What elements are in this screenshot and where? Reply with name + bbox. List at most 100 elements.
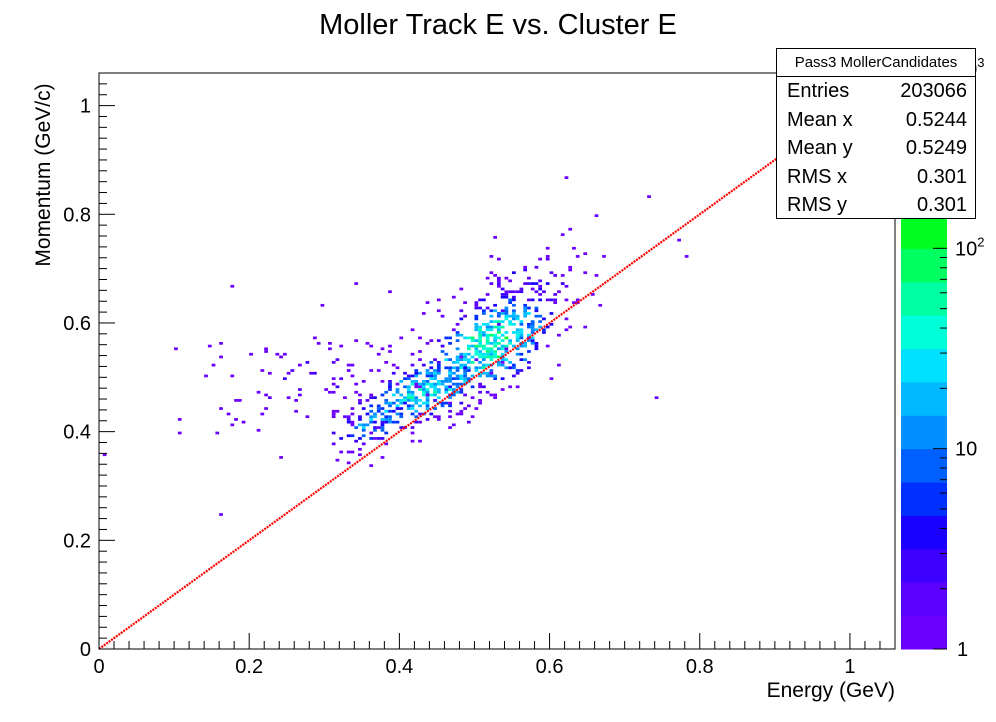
- heatmap-bin: [519, 369, 524, 372]
- heatmap-bin: [313, 336, 317, 340]
- heatmap-bin: [395, 366, 400, 370]
- heatmap-bin: [523, 303, 528, 307]
- y-axis-label: Momentum (GeV/c): [32, 83, 55, 266]
- heatmap-bin: [177, 418, 182, 421]
- heatmap-bin: [279, 456, 283, 459]
- heatmap-bin: [234, 399, 238, 402]
- heatmap-bin: [572, 301, 576, 304]
- heatmap-bin: [474, 301, 479, 304]
- heatmap-bin: [384, 401, 389, 405]
- heatmap-bin: [527, 350, 531, 353]
- heatmap-bin: [530, 282, 535, 285]
- heatmap-bin: [508, 366, 513, 370]
- heatmap-bin: [474, 322, 479, 326]
- heatmap-bin: [489, 271, 494, 275]
- heatmap-bin: [515, 317, 520, 321]
- x-tick-label: 0: [93, 656, 104, 678]
- heatmap-bin: [177, 431, 182, 435]
- heatmap-bin: [489, 347, 494, 351]
- heatmap-bin: [504, 336, 509, 340]
- heatmap-bin: [478, 355, 482, 359]
- heatmap-bin: [373, 428, 377, 432]
- heatmap-bin: [361, 442, 366, 446]
- heatmap-bin: [451, 382, 456, 386]
- heatmap-bin: [320, 303, 325, 307]
- heatmap-bin: [395, 420, 400, 424]
- heatmap-bin: [523, 282, 528, 285]
- diagonal-line: [98, 72, 896, 650]
- heatmap-bin: [204, 374, 208, 378]
- heatmap-bin: [493, 325, 497, 329]
- heatmap-bin: [459, 412, 464, 416]
- heatmap-bin: [530, 325, 535, 329]
- heatmap-bins: [102, 176, 689, 516]
- heatmap-bin: [466, 352, 471, 356]
- heatmap-bin: [354, 339, 359, 342]
- heatmap-bin: [433, 371, 437, 375]
- heatmap-bin: [481, 298, 486, 302]
- heatmap-bin: [376, 404, 381, 408]
- heatmap-bin: [583, 252, 588, 256]
- heatmap-bin: [463, 407, 467, 410]
- heatmap-bin: [388, 415, 392, 419]
- heatmap-bin: [403, 401, 407, 405]
- heatmap-bin: [583, 271, 588, 275]
- heatmap-bin: [455, 412, 460, 416]
- heatmap-bin: [493, 333, 497, 337]
- heatmap-bin: [474, 339, 479, 342]
- heatmap-bin: [466, 358, 471, 361]
- heatmap-bin: [436, 396, 441, 400]
- heatmap-bin: [414, 374, 419, 378]
- heatmap-bin: [448, 404, 452, 408]
- heatmap-bin: [489, 358, 494, 361]
- heatmap-bin: [481, 358, 486, 361]
- heatmap-bin: [478, 333, 482, 337]
- heatmap-bin: [388, 404, 392, 408]
- heatmap-bin: [553, 298, 558, 302]
- heatmap-bin: [429, 385, 434, 389]
- heatmap-bin: [365, 341, 370, 345]
- heatmap-bin: [384, 431, 389, 435]
- heatmap-bin: [485, 328, 490, 332]
- heatmap-bin: [425, 380, 430, 383]
- heatmap-bin: [350, 450, 355, 454]
- heatmap-bin: [459, 333, 464, 337]
- heatmap-bin: [463, 369, 467, 372]
- color-scale-segment: [901, 281, 947, 316]
- heatmap-bin: [534, 347, 539, 351]
- heatmap-bin: [399, 399, 404, 402]
- heatmap-bin: [474, 306, 479, 310]
- heatmap-bin: [455, 374, 460, 378]
- heatmap-bin: [279, 355, 283, 359]
- heatmap-bin: [444, 377, 449, 381]
- heatmap-bin: [463, 374, 467, 378]
- heatmap-bin: [497, 314, 501, 318]
- heatmap-bin: [519, 341, 524, 345]
- heatmap-bin: [448, 377, 452, 381]
- heatmap-bin: [436, 371, 441, 375]
- heatmap-bin: [549, 298, 554, 302]
- z-tick-label: 1: [957, 639, 968, 661]
- heatmap-bin: [463, 371, 467, 375]
- heatmap-bin: [365, 423, 370, 427]
- heatmap-bin: [530, 298, 535, 302]
- heatmap-bin: [500, 293, 505, 296]
- heatmap-bin: [418, 350, 422, 353]
- heatmap-bin: [403, 371, 407, 375]
- heatmap-bin: [406, 385, 411, 389]
- heatmap-bin: [568, 325, 573, 329]
- color-scale-segment: [901, 214, 947, 249]
- heatmap-bin: [399, 393, 404, 397]
- heatmap-bin: [538, 320, 543, 323]
- heatmap-bin: [485, 352, 490, 356]
- heatmap-bin: [380, 407, 385, 410]
- heatmap-bin: [557, 363, 561, 367]
- heatmap-bin: [504, 276, 509, 280]
- heatmap-bin: [489, 282, 494, 285]
- heatmap-bin: [523, 312, 528, 315]
- heatmap-bin: [380, 428, 385, 432]
- z-tick-label: 102: [955, 234, 984, 260]
- stat-value: 0.5244: [905, 109, 967, 131]
- heatmap-bin: [234, 418, 238, 421]
- heatmap-bin: [410, 374, 415, 378]
